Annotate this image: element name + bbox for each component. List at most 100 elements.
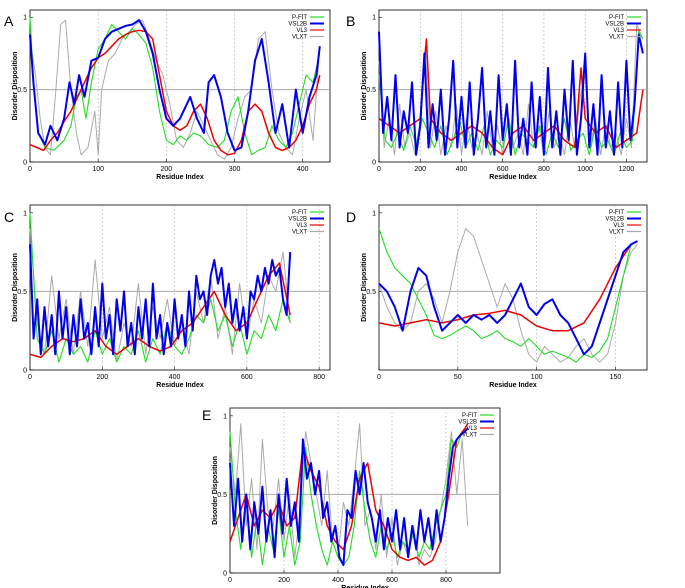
legend-label: VSL2B (458, 420, 477, 426)
panel-e: E 0 200 400 600 800 0 0.5 1 Residue Index Disorder… (202, 407, 501, 588)
y-tick-label: 1 (223, 413, 227, 420)
x-tick-label: 600 (386, 577, 398, 584)
x-axis-label: Residue Index (156, 382, 204, 389)
x-axis-label: Residue Index (156, 174, 204, 181)
x-tick-label: 0 (377, 374, 381, 381)
y-axis-label: Disorder Disposition (12, 253, 19, 322)
y-axis-label: Disorder Disposition (212, 456, 219, 525)
legend-label: P-FIT (292, 210, 307, 216)
series-line-p-fit (229, 427, 468, 566)
x-tick-label: 400 (456, 166, 468, 173)
series-line-p-fit (378, 228, 638, 363)
plot-frame (229, 407, 501, 574)
x-tick-label: 0 (228, 577, 232, 584)
x-tick-label: 800 (538, 166, 550, 173)
legend-label: P-FIT (609, 15, 624, 21)
legend-label: VSL2B (288, 217, 307, 223)
x-tick-label: 200 (278, 577, 290, 584)
series-line-vl3 (378, 240, 638, 332)
series-line-p-fit (29, 17, 321, 156)
series-line-vlxt (29, 19, 321, 160)
x-tick-label: 600 (241, 374, 253, 381)
x-tick-label: 200 (414, 166, 426, 173)
x-tick-label: 600 (497, 166, 509, 173)
y-axis-label: Disorder Disposition (361, 253, 368, 322)
y-tick-label: 0 (23, 368, 27, 375)
y-tick-label: 1 (23, 210, 27, 217)
legend-label: P-FIT (462, 413, 477, 419)
panel-c: C 0 200 400 600 800 0 0.5 1 Residue Index Disorder… (4, 204, 331, 389)
legend-label: VLXT (609, 35, 624, 41)
y-tick-label: 1 (372, 210, 376, 217)
panel-letter: D (346, 209, 356, 225)
x-axis-label: Residue Index (489, 174, 537, 181)
panel-b: B 0 200 400 600 800 1000 1200 0 0.5 1 Residue Index… (346, 9, 648, 181)
series-line-vsl2b (229, 427, 469, 567)
legend-label: P-FIT (609, 210, 624, 216)
legend-label: VSL2B (605, 22, 624, 28)
panel-d: D 0 50 100 150 0.5 1 Residue Index Disorder Disp… (346, 204, 648, 389)
legend-label: VL3 (613, 223, 624, 229)
x-tick-label: 400 (332, 577, 344, 584)
x-axis-label: Residue Index (489, 382, 537, 389)
series-line-vsl2b (378, 240, 638, 356)
x-tick-label: 150 (610, 374, 622, 381)
legend-label: VL3 (296, 28, 307, 34)
x-tick-label: 300 (229, 166, 241, 173)
panel-letter: A (4, 13, 14, 29)
series-line-vsl2b (378, 31, 644, 156)
y-axis-label: Disorder Disposition (361, 52, 368, 121)
y-tick-label: 0.5 (217, 492, 227, 499)
y-axis-label: Disorder Disposition (12, 52, 19, 121)
x-tick-label: 0 (28, 374, 32, 381)
x-tick-label: 1200 (619, 166, 635, 173)
y-tick-label: 0 (23, 160, 27, 167)
x-axis-label: Residue Index (341, 585, 389, 588)
x-tick-label: 800 (313, 374, 325, 381)
series-line-vsl2b (29, 244, 292, 356)
plot-frame (29, 9, 331, 163)
legend-label: VL3 (466, 426, 477, 432)
x-tick-label: 100 (92, 166, 104, 173)
x-tick-label: 1000 (577, 166, 593, 173)
y-tick-label: 0 (372, 160, 376, 167)
x-tick-label: 100 (531, 374, 543, 381)
legend-label: VLXT (609, 230, 624, 236)
legend-label: VLXT (292, 230, 307, 236)
plot-frame (378, 9, 648, 163)
panel-letter: B (346, 13, 355, 29)
x-tick-label: 400 (169, 374, 181, 381)
panel-letter: E (202, 407, 211, 423)
plot-frame (29, 204, 331, 371)
x-tick-label: 0 (28, 166, 32, 173)
x-tick-label: 400 (297, 166, 309, 173)
series-line-vl3 (29, 29, 321, 156)
legend-label: VLXT (292, 35, 307, 41)
x-tick-label: 50 (454, 374, 462, 381)
series-line-vsl2b (29, 19, 321, 152)
plot-frame (378, 204, 648, 371)
legend-label: VSL2B (605, 217, 624, 223)
panel-letter: C (4, 209, 14, 225)
y-tick-label: 0.5 (366, 289, 376, 296)
x-tick-label: 0 (377, 166, 381, 173)
y-tick-label: 0 (223, 571, 227, 578)
legend-label: VL3 (613, 28, 624, 34)
y-tick-label: 1 (372, 15, 376, 22)
panel-a: A 0 100 200 300 400 0 0.5 1 Residue Index Disorder… (4, 9, 331, 181)
y-tick-label: 0.5 (366, 87, 376, 94)
legend-label: P-FIT (292, 15, 307, 21)
x-tick-label: 200 (161, 166, 173, 173)
y-tick-label: 1 (23, 15, 27, 22)
y-tick-label: 0.5 (17, 87, 27, 94)
legend-label: VSL2B (288, 22, 307, 28)
x-tick-label: 800 (440, 577, 452, 584)
legend-label: VL3 (296, 223, 307, 229)
series-line-vl3 (29, 262, 291, 359)
legend-label: VLXT (462, 433, 477, 439)
series-line-vlxt (378, 228, 638, 363)
y-tick-label: 0.5 (17, 289, 27, 296)
x-tick-label: 200 (96, 374, 108, 381)
series-line-p-fit (29, 212, 291, 363)
